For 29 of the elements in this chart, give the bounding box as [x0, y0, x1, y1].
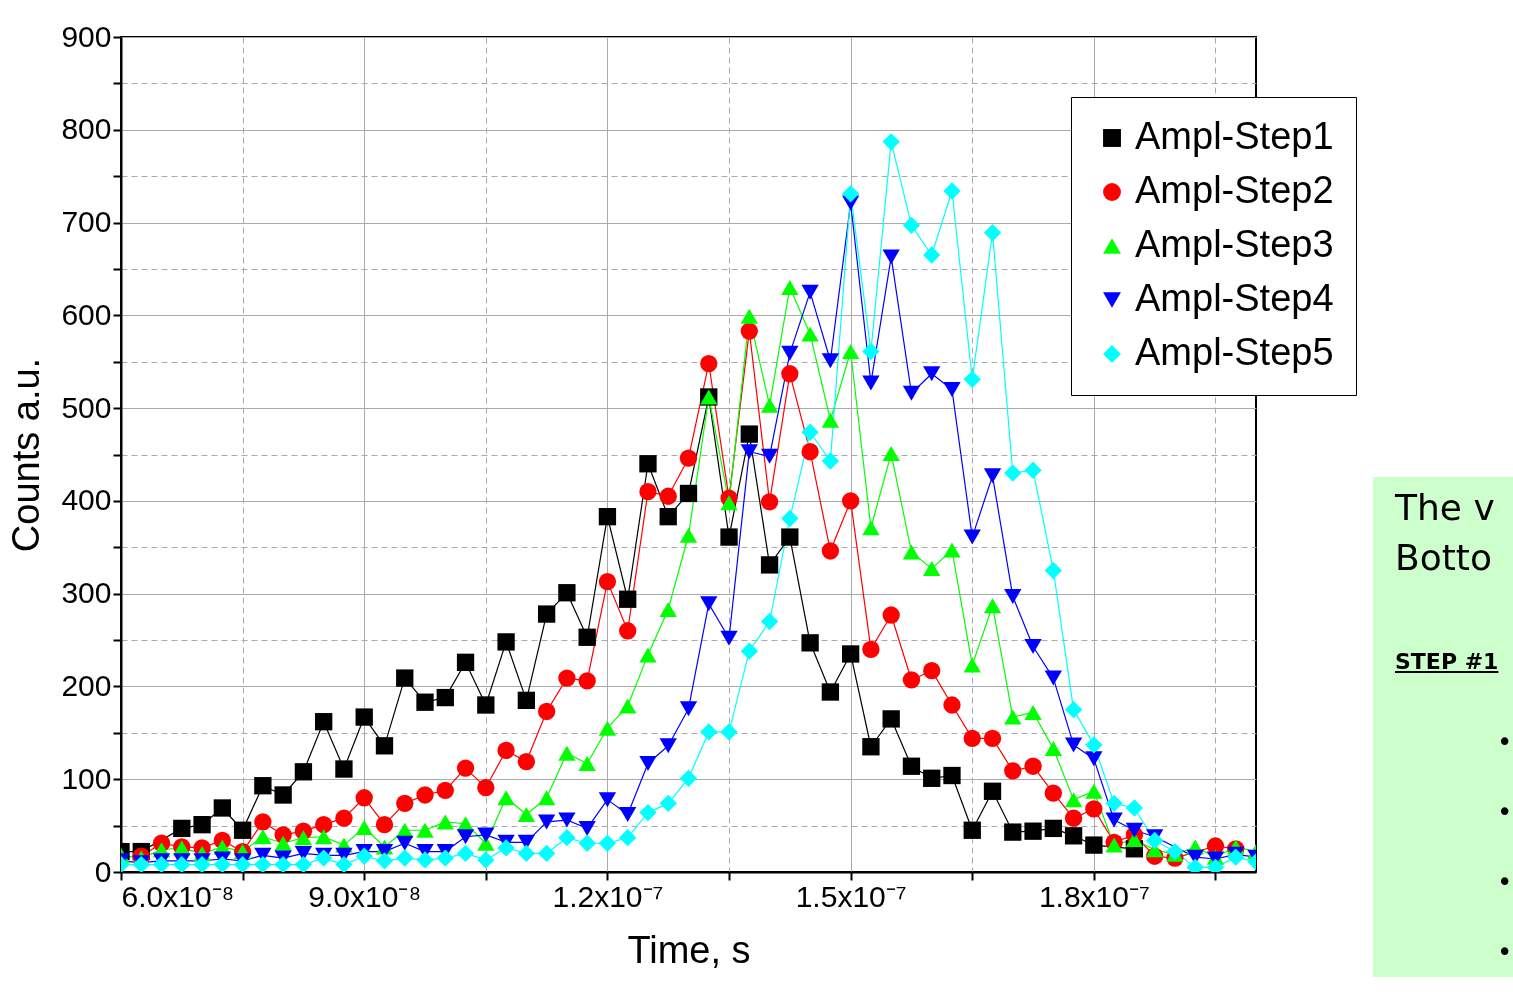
y-tick-label: 800 — [61, 112, 112, 146]
x-tick-label: 6.0x10⁻⁸ — [121, 879, 235, 913]
x-tick-label: 1.2x10⁻⁷ — [552, 879, 664, 913]
y-tick-label: 900 — [61, 19, 112, 53]
y-tick-label: 600 — [61, 297, 112, 331]
y-tick-label: 300 — [61, 576, 112, 610]
y-tick-label: 500 — [61, 390, 112, 424]
y-tick-label: 700 — [61, 205, 112, 239]
legend-label: Ampl-Step2 — [1135, 169, 1334, 211]
y-tick-label: 400 — [61, 483, 112, 517]
y-tick-label: 200 — [61, 668, 112, 702]
legend-label: Ampl-Step1 — [1135, 115, 1334, 157]
y-tick-label: 100 — [61, 761, 112, 795]
text: • — [1497, 797, 1513, 827]
legend-label: Ampl-Step4 — [1135, 277, 1334, 319]
y-tick-label: 0 — [94, 854, 112, 888]
legend-label: Ampl-Step3 — [1135, 223, 1334, 265]
x-tick-label: 9.0x10⁻⁸ — [308, 879, 422, 913]
legend-label: Ampl-Step5 — [1135, 331, 1334, 373]
x-tick-label: 1.8x10⁻⁷ — [1038, 879, 1150, 913]
text: The v — [1395, 487, 1495, 528]
text: • — [1497, 867, 1513, 897]
x-axis-title: Time, s — [627, 928, 751, 971]
y-axis-title: Counts a.u. — [5, 357, 48, 553]
text: • — [1497, 937, 1513, 967]
x-tick-label: 1.5x10⁻⁷ — [795, 879, 907, 913]
text: Botto — [1395, 537, 1492, 578]
text: STEP #1 — [1395, 649, 1499, 674]
text: • — [1497, 727, 1513, 757]
